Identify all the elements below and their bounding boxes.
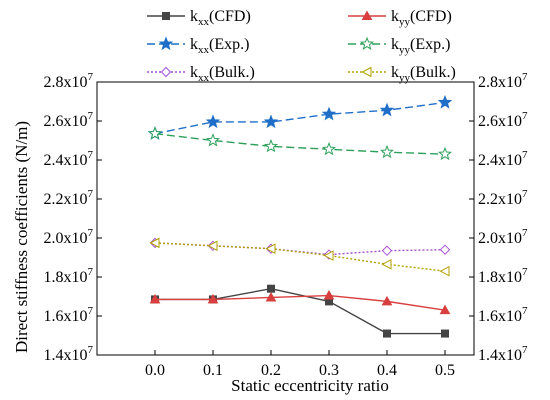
series-line xyxy=(154,132,446,155)
y-tick-label-right: 2.6x107 xyxy=(478,110,528,130)
y-axis-left: 1.4x107 1.6x107 1.8x107 2.0x107 2.2x107 2.4x1… xyxy=(44,71,102,364)
data-point xyxy=(265,291,277,302)
y-tick-label-left: 2.0x107 xyxy=(44,227,94,247)
series-yy-cfd xyxy=(149,290,451,315)
x-tick-label: 0.4 xyxy=(377,362,397,379)
y-tick-label-left: 2.4x107 xyxy=(44,149,94,169)
y-tick-label-left: 2.6x107 xyxy=(44,110,94,130)
data-point xyxy=(439,244,451,255)
y-tick-label-left: 1.6x107 xyxy=(44,305,94,325)
data-point xyxy=(149,237,160,249)
y-tick-label-right: 1.4x107 xyxy=(478,344,528,364)
legend-marker xyxy=(359,36,375,50)
data-point xyxy=(323,250,334,261)
data-point xyxy=(207,293,219,304)
legend-label: kyy(Exp.) xyxy=(391,36,450,56)
series-line xyxy=(154,242,446,272)
legend-item: kyy(Bulk.) xyxy=(348,64,456,84)
y-tick-label-left: 2.2x107 xyxy=(44,188,94,208)
plot-border xyxy=(96,81,475,356)
legend-label: kxx(Exp.) xyxy=(190,36,249,56)
data-point xyxy=(441,329,449,338)
data-point xyxy=(379,144,395,159)
data-point xyxy=(147,126,163,140)
legend-item: kxx(CFD) xyxy=(147,8,251,28)
data-point xyxy=(267,284,275,293)
series-layer xyxy=(147,94,453,338)
data-point xyxy=(379,102,395,117)
x-tick-label: 0.3 xyxy=(319,362,339,379)
y-tick-label-right: 2.2x107 xyxy=(478,188,528,208)
series-line xyxy=(154,101,446,135)
legend-label: kxx(Bulk.) xyxy=(190,64,255,84)
series-xx-bulk xyxy=(149,237,451,260)
legend-marker xyxy=(158,36,174,51)
data-point xyxy=(381,258,392,270)
data-point xyxy=(321,141,337,156)
x-tick-label: 0.5 xyxy=(435,362,455,379)
data-point xyxy=(437,94,453,109)
data-point xyxy=(381,295,393,306)
data-point xyxy=(383,329,391,338)
y-tick-label-right: 2.8x107 xyxy=(478,71,528,91)
legend-label: kyy(Bulk.) xyxy=(391,64,456,84)
series-xx-exp xyxy=(147,94,453,140)
legend-label: kxx(CFD) xyxy=(190,8,251,28)
data-point xyxy=(437,146,453,161)
legend-marker xyxy=(162,12,170,20)
y-tick-label-left: 1.4x107 xyxy=(44,344,94,364)
x-tick-label: 0.2 xyxy=(261,362,281,379)
x-axis-title: Static eccentricity ratio xyxy=(231,376,389,395)
series-yy-bulk xyxy=(149,237,450,277)
data-point xyxy=(207,240,218,252)
x-axis: 0.0 0.1 0.2 0.3 0.4 0.5 xyxy=(145,350,455,379)
plot-frame xyxy=(96,81,475,356)
data-point xyxy=(381,245,393,256)
series-yy-exp xyxy=(147,126,453,161)
chart-legend: kxx(CFD) kyy(CFD) kxx(Exp.) kyy(Exp.) kxx(Bu… xyxy=(147,8,456,84)
legend-marker xyxy=(361,66,372,78)
legend-item: kxx(Exp.) xyxy=(147,36,249,56)
y-tick-label-right: 1.6x107 xyxy=(478,305,528,325)
y-tick-label-left: 2.8x107 xyxy=(44,71,94,91)
data-point xyxy=(265,243,276,255)
data-point xyxy=(323,290,335,300)
series-line xyxy=(155,287,445,335)
legend-item: kyy(Exp.) xyxy=(348,36,450,56)
x-tick-label: 0.1 xyxy=(203,362,223,379)
legend-marker xyxy=(160,66,172,78)
y-tick-label-left: 1.8x107 xyxy=(44,266,94,286)
x-tick-label: 0.0 xyxy=(145,362,165,379)
data-point xyxy=(149,293,161,304)
series-xx-cfd xyxy=(151,284,449,338)
series-line xyxy=(155,294,446,311)
y-tick-label-right: 2.4x107 xyxy=(478,149,528,169)
data-point xyxy=(263,114,279,129)
y-axis-right: 1.4x107 1.6x107 1.8x107 2.0x107 2.2x107 2.4x1… xyxy=(469,71,528,364)
legend-marker xyxy=(361,10,373,20)
y-tick-label-right: 2.0x107 xyxy=(478,227,528,247)
legend-label: kyy(CFD) xyxy=(391,8,452,28)
y-axis-title: Direct stiffness coefficients (N/m) xyxy=(12,121,31,353)
data-point xyxy=(205,133,221,147)
y-tick-label-right: 1.8x107 xyxy=(478,266,528,286)
data-point xyxy=(205,114,221,129)
data-point xyxy=(321,106,337,121)
data-point xyxy=(263,138,279,153)
legend-item: kxx(Bulk.) xyxy=(147,64,255,84)
legend-item: kyy(CFD) xyxy=(348,8,452,28)
data-point xyxy=(439,265,450,277)
data-point xyxy=(439,304,451,315)
